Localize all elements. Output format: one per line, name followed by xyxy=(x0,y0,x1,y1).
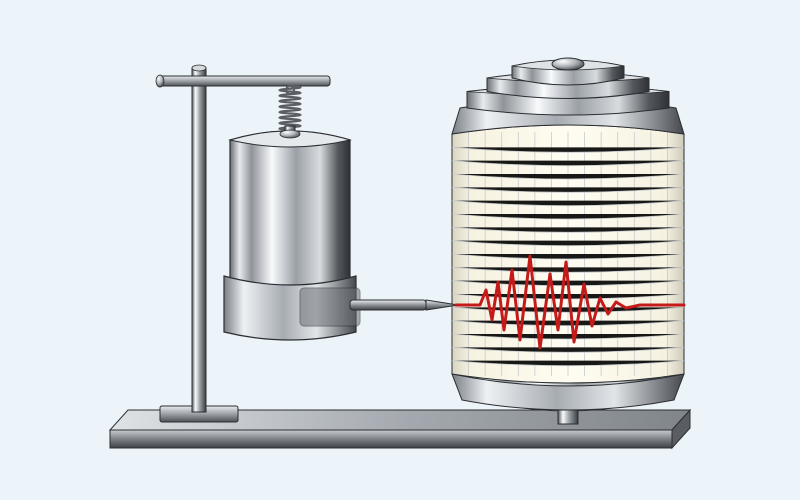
seismograph-diagram xyxy=(100,30,700,470)
stylus-pen xyxy=(350,300,458,310)
recording-drum xyxy=(446,58,690,424)
pendulum-mass xyxy=(224,126,360,340)
pen-shaft xyxy=(350,300,426,310)
seismograph-svg xyxy=(100,30,700,470)
spring-icon xyxy=(280,86,301,130)
